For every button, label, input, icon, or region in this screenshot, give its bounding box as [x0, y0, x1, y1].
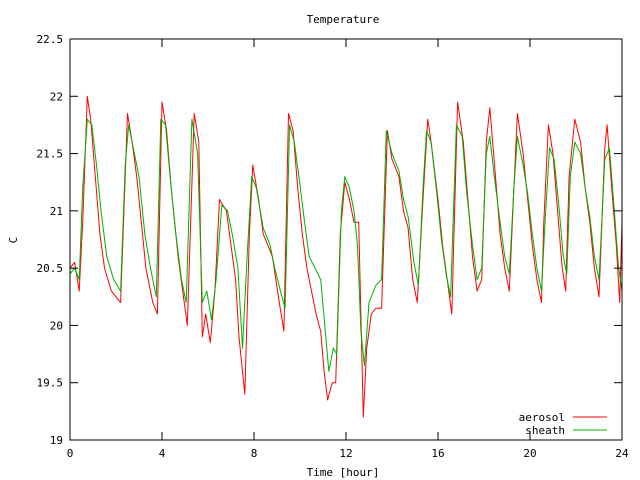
x-tick-label: 20 — [523, 447, 536, 460]
x-tick-label: 4 — [159, 447, 166, 460]
y-tick-label: 21.5 — [37, 148, 64, 161]
x-axis-label: Time [hour] — [307, 466, 380, 479]
chart-title: Temperature — [307, 13, 380, 26]
x-tick-label: 24 — [615, 447, 629, 460]
series-layer — [69, 95, 623, 418]
x-tick-label: 0 — [67, 447, 74, 460]
y-tick-label: 22 — [50, 90, 63, 103]
series-line-sheath — [69, 118, 623, 372]
x-tick-label: 16 — [431, 447, 444, 460]
y-axis-label: C — [7, 237, 20, 244]
y-tick-label: 22.5 — [37, 33, 64, 46]
legend-label-sheath: sheath — [525, 424, 565, 437]
y-tick-label: 20.5 — [37, 262, 64, 275]
y-tick-label: 20 — [50, 319, 63, 332]
y-tick-label: 19 — [50, 434, 63, 447]
x-tick-label: 8 — [251, 447, 258, 460]
legend-label-aerosol: aerosol — [519, 411, 565, 424]
x-tick-label: 12 — [339, 447, 352, 460]
y-tick-label: 21 — [50, 205, 63, 218]
axes-layer: 0 4 8 12 16 20 24 19 19.5 20 20.5 21 21.5 22 22.5 — [37, 33, 629, 460]
y-tick-label: 19.5 — [37, 377, 64, 390]
